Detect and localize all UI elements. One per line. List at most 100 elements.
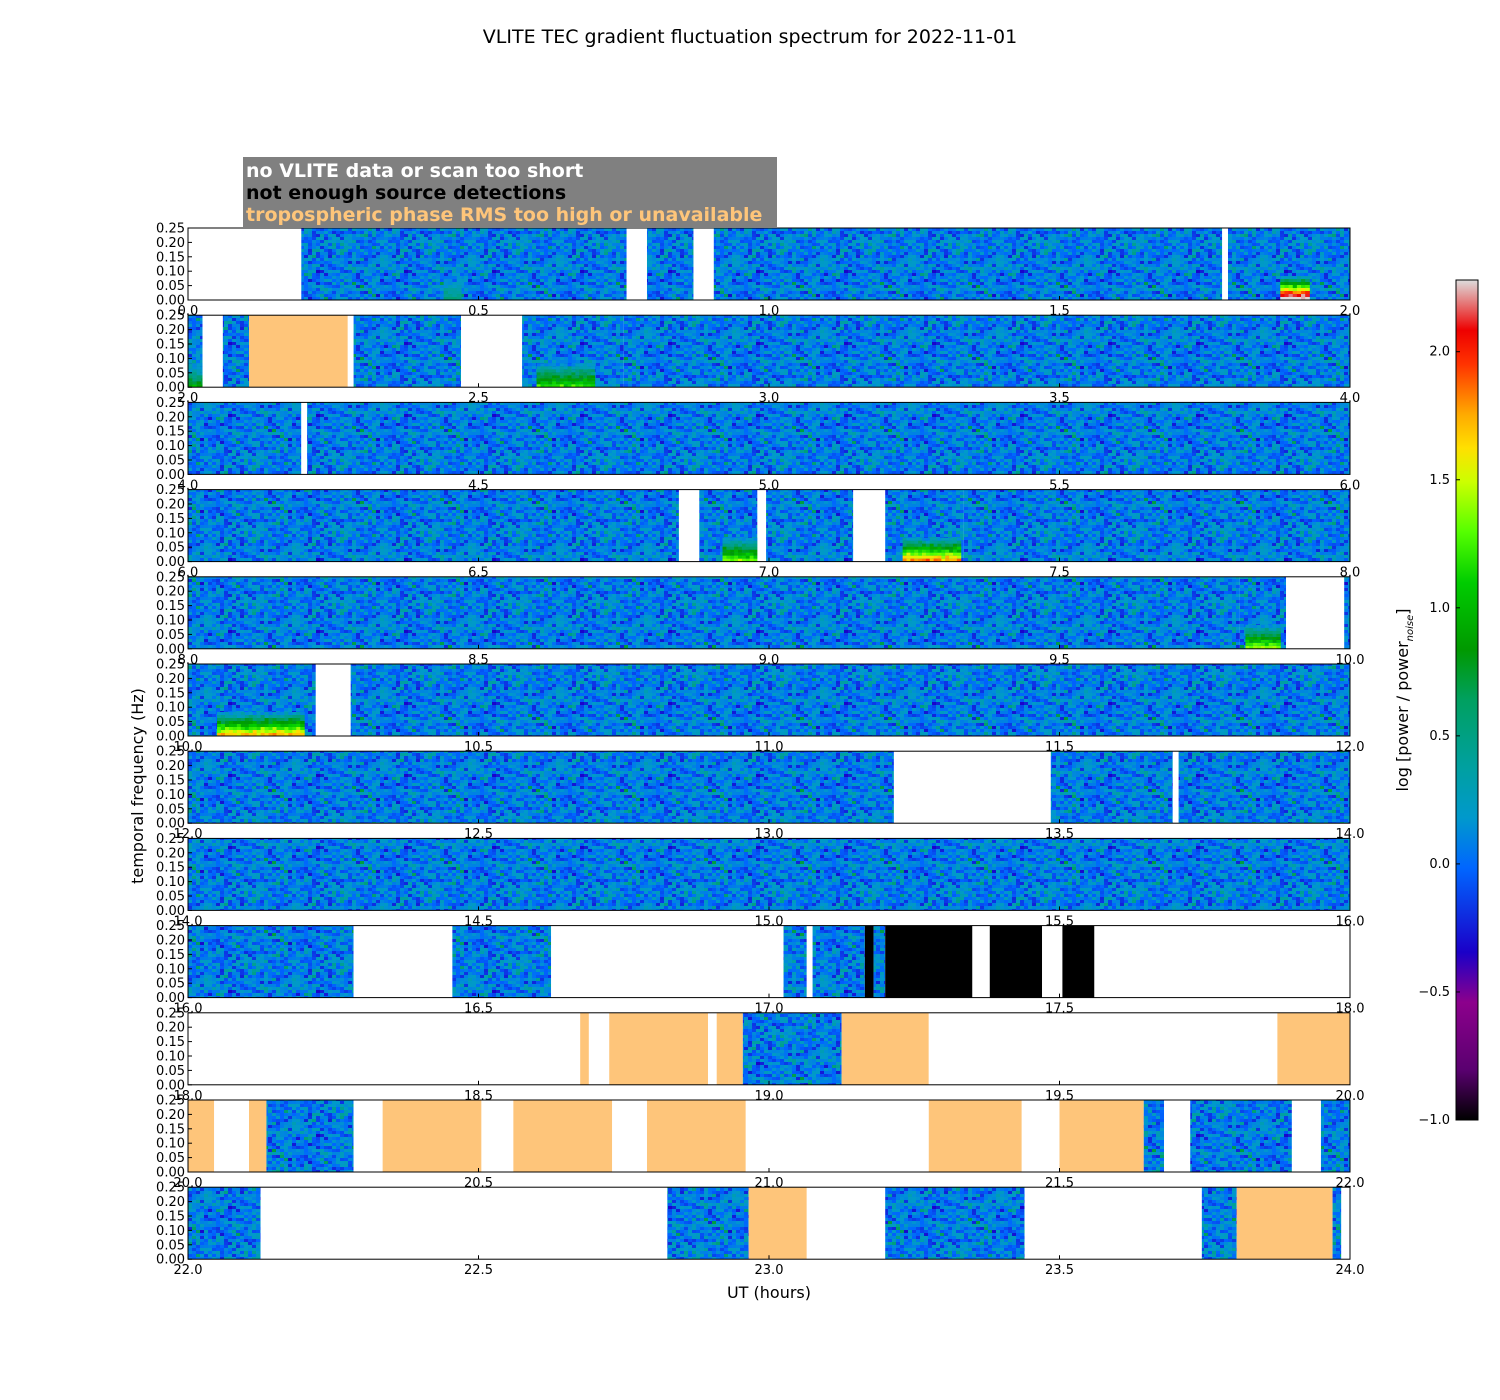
hot-cell — [188, 369, 193, 373]
y-tick-label: 0.20 — [156, 1195, 185, 1210]
hot-cell — [221, 715, 226, 719]
y-tick-label: 0.25 — [156, 658, 185, 673]
hot-cell — [1296, 297, 1302, 301]
hot-cell — [745, 546, 751, 550]
hot-cell — [949, 555, 954, 559]
hot-cell — [579, 369, 584, 373]
no-data-segment — [626, 228, 647, 300]
hot-cell — [1268, 645, 1274, 649]
hot-cell — [252, 721, 258, 725]
no-data-segment — [972, 925, 990, 998]
hot-cell — [1272, 645, 1277, 649]
data-segment — [766, 489, 854, 562]
hot-cell — [941, 546, 946, 550]
hot-cell — [741, 543, 747, 547]
hot-cell — [228, 730, 234, 734]
hot-cell — [264, 721, 270, 725]
hot-cell — [902, 558, 908, 562]
hot-cell — [224, 718, 230, 722]
hot-cell — [1257, 627, 1262, 631]
hot-cell — [288, 718, 293, 722]
hot-cell — [741, 537, 747, 541]
hot-cell — [1264, 630, 1270, 634]
hot-cell — [1268, 630, 1274, 634]
hot-cell — [949, 552, 954, 556]
y-tick-label: 0.10 — [156, 614, 185, 629]
tropo-segment — [841, 1012, 929, 1085]
hot-cell — [1260, 642, 1266, 646]
hot-cell — [1272, 624, 1277, 628]
hot-cell — [244, 712, 250, 716]
hot-cell — [745, 555, 751, 559]
hot-cell — [272, 715, 277, 719]
hot-cell — [945, 543, 950, 547]
hot-cell — [1280, 276, 1285, 280]
hot-cell — [753, 546, 758, 550]
hot-cell — [443, 294, 449, 298]
y-tick-label: 0.10 — [156, 1224, 185, 1239]
hot-cell — [456, 279, 462, 283]
hot-cell — [567, 363, 572, 367]
hot-cell — [726, 555, 731, 559]
hot-cell — [741, 552, 747, 556]
y-tick-label: 0.05 — [156, 454, 185, 469]
hot-cell — [583, 366, 588, 370]
spectrum-panels: 0.000.050.100.150.200.250.0 0.5 1.0 1.5 2.00… — [156, 222, 1364, 1279]
no-data-segment — [693, 228, 714, 300]
hot-cell — [1284, 288, 1290, 292]
y-tick-label: 0.10 — [156, 526, 185, 541]
x-tick-label: 23.5 — [1045, 1263, 1074, 1278]
hot-cell — [579, 363, 584, 367]
hot-cell — [447, 291, 453, 295]
hot-cell — [272, 718, 277, 722]
hot-cell — [941, 558, 946, 562]
no-data-segment — [612, 1100, 647, 1172]
hot-cell — [555, 381, 561, 385]
hot-cell — [1292, 276, 1298, 280]
hot-cell — [902, 540, 908, 544]
hot-cell — [1301, 276, 1306, 280]
hot-cell — [240, 718, 246, 722]
hot-cell — [559, 366, 565, 370]
hot-cell — [256, 712, 262, 716]
hot-cell — [236, 712, 242, 716]
hot-cell — [452, 291, 458, 295]
hot-cell — [1245, 639, 1250, 643]
y-tick-label: 0.25 — [156, 396, 185, 411]
hot-cell — [188, 375, 193, 379]
hot-cell — [447, 276, 453, 280]
hot-cell — [1264, 645, 1270, 649]
hot-cell — [452, 288, 458, 292]
hot-cell — [559, 378, 565, 382]
hot-cell — [272, 727, 277, 731]
hot-cell — [260, 721, 266, 725]
hot-cell — [1288, 276, 1294, 280]
hot-cell — [536, 372, 541, 376]
hot-cell — [929, 558, 935, 562]
hot-cell — [300, 715, 305, 719]
hot-cell — [280, 712, 285, 716]
tropo-segment — [382, 1100, 482, 1172]
hot-cell — [276, 718, 281, 722]
hot-cell — [906, 546, 911, 550]
hot-cell — [726, 540, 731, 544]
chart-title: VLITE TEC gradient fluctuation spectrum … — [483, 26, 1017, 48]
hot-cell — [956, 558, 962, 562]
tropo-segment — [609, 1012, 708, 1085]
hot-cell — [1253, 630, 1258, 634]
hot-cell — [1296, 291, 1302, 295]
hot-cell — [1284, 276, 1290, 280]
hot-cell — [952, 537, 958, 541]
data-segment — [266, 1100, 354, 1172]
hot-cell — [188, 381, 193, 385]
hot-cell — [188, 372, 193, 376]
hot-cell — [280, 724, 285, 728]
hot-cell — [1264, 636, 1270, 640]
hot-cell — [196, 372, 202, 376]
hot-cell — [276, 727, 281, 731]
no-data-segment — [678, 489, 700, 562]
panel-2: 0.000.050.100.150.200.252.0 2.5 3.0 3.5 4.0 — [156, 309, 1360, 407]
hot-cell — [240, 715, 246, 719]
hot-cell — [583, 378, 588, 382]
